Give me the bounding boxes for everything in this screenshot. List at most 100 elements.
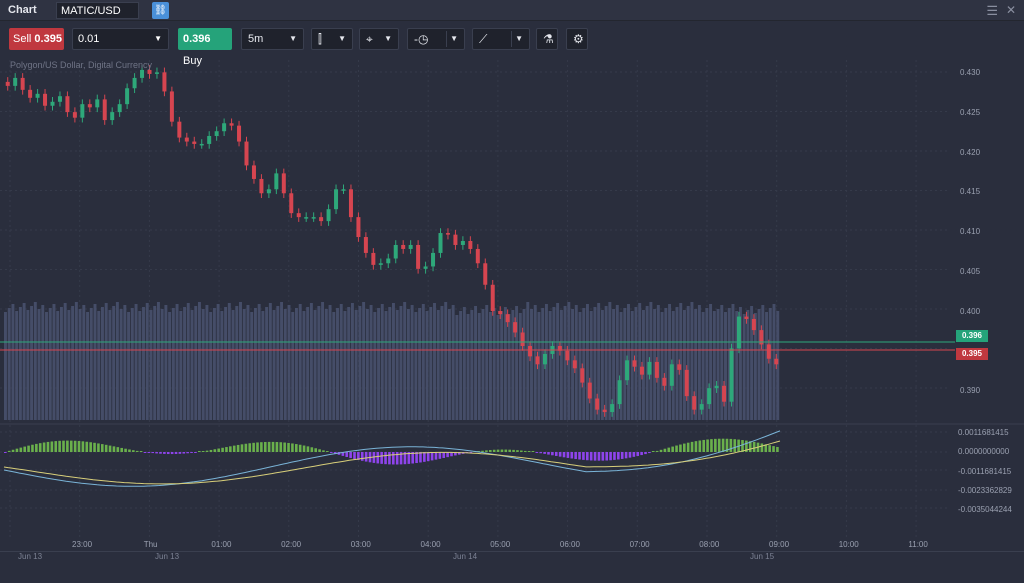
oscillator-bar (372, 452, 376, 463)
candle-body (677, 364, 682, 370)
oscillator-bar (729, 438, 733, 452)
buy-button[interactable]: 0.396 Buy (178, 28, 232, 67)
candle-body (766, 344, 771, 359)
price-tick-label: 0.415 (960, 187, 981, 197)
oscillator-bar (267, 441, 271, 452)
oscillator-bar (597, 452, 601, 461)
candle-body (475, 248, 480, 264)
oscillator-bar (547, 452, 550, 455)
volume-bar (559, 310, 563, 420)
oscillator-bar (764, 444, 768, 452)
volume-bar (52, 304, 56, 420)
signal-line (3, 440, 781, 485)
oscillator-bar (632, 452, 636, 457)
oscillator-bar (434, 452, 438, 460)
candle-body (169, 91, 174, 122)
oscillator-bar (411, 452, 414, 464)
oscillator-bar (93, 442, 96, 452)
time-tick-label: 04:00 (420, 540, 441, 549)
oscillator-bar (236, 444, 240, 452)
navigator-date-label: Jun 15 (750, 552, 775, 561)
volume-bar (615, 305, 619, 420)
drawing-tools-dropdown[interactable]: ⌖ ▼ (359, 28, 399, 50)
divider (511, 31, 512, 47)
oscillator-bar (644, 452, 647, 455)
volume-bar (761, 305, 765, 420)
oscillator-bar (357, 452, 360, 460)
volume-bar (30, 306, 34, 420)
oscillator-bar (481, 450, 484, 452)
candle-body (416, 244, 421, 269)
chart-type-dropdown[interactable]: ⫿ ▼ (311, 28, 353, 50)
volume-bar (384, 311, 388, 420)
candle-body (244, 141, 249, 166)
oscillator-bar (221, 447, 224, 452)
oscillator-bar (11, 449, 15, 452)
oscillator-bar (101, 444, 104, 452)
volume-bar (119, 309, 123, 420)
volume-bar (392, 303, 395, 420)
oscillator-bar (7, 450, 11, 452)
oscillator-bar (772, 446, 775, 452)
oscillator-bar (430, 452, 434, 461)
link-icon[interactable]: ⛓ (152, 2, 169, 19)
navigator-date-label: Jun 14 (453, 552, 478, 561)
volume-bar (168, 312, 172, 420)
navigator[interactable] (0, 551, 1024, 583)
volume-bar (127, 312, 131, 420)
volume-bar (365, 309, 369, 420)
oscillator-bar (27, 445, 30, 452)
quantity-value: 0.01 (78, 33, 100, 45)
close-icon[interactable]: ✕ (1005, 3, 1016, 17)
volume-bar (742, 314, 746, 420)
volume-bar (108, 310, 112, 420)
oscillator-bar (675, 445, 678, 452)
oscillator-bar (271, 441, 275, 452)
symbol-input[interactable] (56, 2, 139, 19)
volume-bar (686, 306, 690, 420)
oscillator-bar (613, 452, 616, 460)
oscillator-bar (492, 449, 496, 452)
candlestick-icon: ⫿ (318, 32, 322, 46)
indicators-button[interactable]: ⚗ (536, 28, 558, 50)
oscillator-bar (589, 452, 593, 461)
menu-icon[interactable]: ☰ (986, 3, 998, 18)
oscillator-bar (768, 445, 771, 452)
candle-body (587, 382, 592, 399)
candle-body (222, 123, 227, 132)
volume-bar (522, 309, 526, 420)
volume-bar (772, 304, 776, 420)
oscillator-bar (648, 452, 651, 454)
volume-bar (500, 311, 504, 420)
timeframe-dropdown[interactable]: 5m ▼ (241, 28, 304, 50)
volume-bar (377, 308, 381, 420)
candle-body (535, 356, 540, 365)
oscillator-bar (31, 444, 34, 452)
oscillator-bar (19, 447, 23, 452)
flask-icon: ⚗ (543, 32, 554, 46)
volume-bar (156, 302, 160, 420)
volume-bar (74, 302, 78, 420)
time-tools-dropdown[interactable]: -◷ ▼ (407, 28, 465, 50)
volume-bar (78, 309, 82, 420)
oscillator-bar (489, 449, 492, 452)
candle-body (595, 398, 600, 410)
trendline-dropdown[interactable]: ⟋ ▼ (472, 28, 530, 50)
candle-body (214, 131, 219, 136)
volume-bar (347, 307, 351, 420)
oscillator-bar (601, 452, 605, 461)
volume-bar (470, 310, 474, 420)
volume-bar (339, 304, 343, 420)
oscillator-bar (225, 447, 228, 452)
settings-button[interactable]: ⚙ (566, 28, 588, 50)
candle-body (147, 69, 152, 74)
candle-body (57, 96, 62, 102)
oscillator-bar (419, 452, 422, 463)
quantity-dropdown[interactable]: 0.01 ▼ (72, 28, 169, 50)
volume-bar (619, 312, 623, 420)
volume-bar (101, 307, 104, 420)
candle-body (393, 244, 398, 259)
sell-button[interactable]: Sell 0.395 (9, 28, 64, 50)
volume-bar (462, 307, 466, 420)
